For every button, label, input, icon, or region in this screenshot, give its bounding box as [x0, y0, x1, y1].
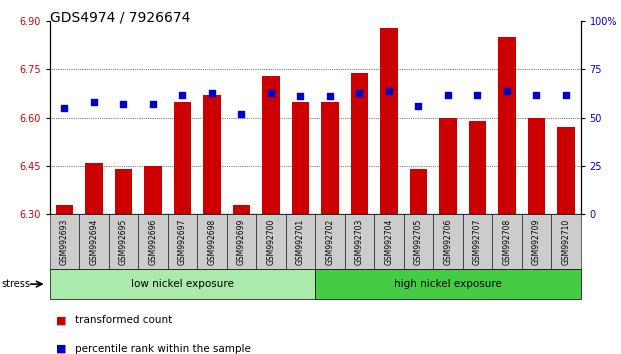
Bar [174, 102, 191, 214]
Text: stress: stress [2, 279, 31, 289]
Point [60, 105, 70, 111]
Text: GSM992710: GSM992710 [561, 218, 570, 265]
Text: GSM992700: GSM992700 [266, 218, 275, 265]
Text: GSM992703: GSM992703 [355, 218, 364, 265]
Point [148, 101, 158, 107]
Bar [292, 102, 309, 214]
Point [473, 92, 483, 97]
Text: GSM992696: GSM992696 [148, 218, 157, 265]
Text: GSM992707: GSM992707 [473, 218, 482, 265]
Bar [468, 121, 486, 214]
Point [502, 88, 512, 93]
Point [89, 99, 99, 105]
Point [384, 88, 394, 93]
Bar [410, 169, 427, 214]
Text: GSM992706: GSM992706 [443, 218, 452, 265]
Text: GSM992695: GSM992695 [119, 218, 128, 265]
Point [237, 111, 247, 117]
Text: GSM992709: GSM992709 [532, 218, 541, 265]
Bar [85, 163, 103, 214]
Text: GSM992693: GSM992693 [60, 218, 69, 265]
Text: low nickel exposure: low nickel exposure [131, 279, 234, 289]
Text: GSM992694: GSM992694 [89, 218, 98, 265]
Text: ■: ■ [56, 315, 66, 325]
Bar [527, 118, 545, 214]
Text: GSM992705: GSM992705 [414, 218, 423, 265]
Bar [350, 73, 368, 214]
Text: ■: ■ [56, 344, 66, 354]
Point [325, 94, 335, 99]
Bar [439, 118, 456, 214]
Text: GDS4974 / 7926674: GDS4974 / 7926674 [50, 11, 190, 25]
Text: transformed count: transformed count [75, 315, 172, 325]
Point [355, 90, 365, 96]
Point [561, 92, 571, 97]
Point [119, 101, 129, 107]
Bar [144, 166, 161, 214]
Point [443, 92, 453, 97]
Bar [203, 95, 221, 214]
Text: percentile rank within the sample: percentile rank within the sample [75, 344, 250, 354]
Bar [114, 169, 132, 214]
Point [532, 92, 542, 97]
Bar [56, 205, 73, 214]
Text: GSM992697: GSM992697 [178, 218, 187, 265]
Text: GSM992708: GSM992708 [502, 218, 511, 265]
Bar [557, 127, 575, 214]
Bar [233, 205, 250, 214]
Bar [262, 76, 279, 214]
Point [207, 90, 217, 96]
Bar [498, 37, 515, 214]
Text: GSM992699: GSM992699 [237, 218, 246, 265]
Point [178, 92, 188, 97]
Text: high nickel exposure: high nickel exposure [394, 279, 502, 289]
Text: GSM992698: GSM992698 [207, 218, 216, 265]
Bar [380, 28, 397, 214]
Point [266, 90, 276, 96]
Point [296, 94, 306, 99]
Text: GSM992704: GSM992704 [384, 218, 393, 265]
Text: GSM992702: GSM992702 [325, 218, 334, 265]
Bar [321, 102, 339, 214]
Point [414, 103, 424, 109]
Text: GSM992701: GSM992701 [296, 218, 305, 265]
